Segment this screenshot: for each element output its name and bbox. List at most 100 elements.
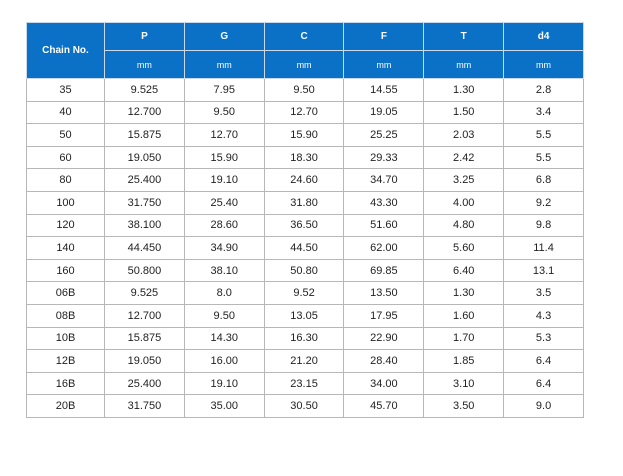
cell-g: 12.70 — [183, 123, 265, 147]
unit-header-g: mm — [183, 50, 265, 79]
cell-chain-no: 10B — [26, 326, 105, 351]
cell-chain-no: 35 — [26, 78, 105, 102]
table-row: 80 25.400 19.10 24.60 34.70 3.25 6.8 — [26, 168, 584, 192]
chain-no-header: Chain No. — [26, 22, 105, 79]
cell-p: 12.700 — [104, 303, 185, 328]
table-body: 35 9.525 7.95 9.50 14.55 1.30 2.8 40 12.700 9.50 1… — [26, 78, 584, 418]
cell-t: 6.40 — [423, 258, 505, 283]
cell-c: 16.30 — [263, 326, 345, 351]
cell-chain-no: 100 — [26, 190, 105, 215]
cell-chain-no: 120 — [26, 213, 105, 238]
cell-d4: 11.4 — [503, 236, 584, 260]
cell-p: 15.875 — [104, 326, 185, 351]
cell-g: 9.50 — [183, 100, 265, 125]
cell-t: 1.30 — [423, 78, 505, 102]
table-row: 16B 25.400 19.10 23.15 34.00 3.10 6.4 — [26, 371, 584, 396]
cell-c: 24.60 — [263, 168, 345, 192]
chain-spec-table: Chain No. P G C F T d4 mm mm mm mm mm mm… — [26, 22, 584, 418]
cell-t: 2.03 — [423, 123, 505, 147]
cell-chain-no: 140 — [26, 236, 105, 260]
cell-d4: 6.8 — [503, 168, 584, 192]
cell-t: 3.50 — [423, 394, 505, 418]
cell-g: 7.95 — [183, 78, 265, 102]
cell-f: 34.00 — [343, 371, 425, 396]
cell-t: 1.30 — [423, 281, 505, 305]
column-header-f: F — [343, 22, 425, 51]
cell-p: 31.750 — [104, 190, 185, 215]
cell-g: 35.00 — [183, 394, 265, 418]
header-row-units: mm mm mm mm mm mm — [27, 50, 584, 79]
cell-p: 38.100 — [104, 213, 185, 238]
cell-f: 29.33 — [343, 145, 425, 170]
cell-d4: 5.3 — [503, 326, 584, 351]
table-row: 06B 9.525 8.0 9.52 13.50 1.30 3.5 — [26, 281, 584, 305]
cell-chain-no: 06B — [26, 281, 105, 305]
cell-f: 25.25 — [343, 123, 425, 147]
cell-f: 13.50 — [343, 281, 425, 305]
cell-d4: 2.8 — [503, 78, 584, 102]
cell-d4: 9.2 — [503, 190, 584, 215]
unit-header-d4: mm — [503, 50, 584, 79]
cell-chain-no: 50 — [26, 123, 105, 147]
cell-p: 12.700 — [104, 100, 185, 125]
cell-d4: 5.5 — [503, 123, 584, 147]
cell-g: 14.30 — [183, 326, 265, 351]
cell-p: 19.050 — [104, 349, 185, 373]
cell-f: 34.70 — [343, 168, 425, 192]
cell-d4: 13.1 — [503, 258, 584, 283]
cell-c: 50.80 — [263, 258, 345, 283]
cell-t: 1.70 — [423, 326, 505, 351]
cell-f: 69.85 — [343, 258, 425, 283]
cell-c: 9.52 — [263, 281, 345, 305]
table-row: 100 31.750 25.40 31.80 43.30 4.00 9.2 — [26, 190, 584, 215]
cell-f: 28.40 — [343, 349, 425, 373]
cell-c: 12.70 — [263, 100, 345, 125]
cell-t: 5.60 — [423, 236, 505, 260]
table-row: 40 12.700 9.50 12.70 19.05 1.50 3.4 — [26, 100, 584, 125]
cell-g: 25.40 — [183, 190, 265, 215]
cell-chain-no: 80 — [26, 168, 105, 192]
cell-chain-no: 160 — [26, 258, 105, 283]
cell-d4: 9.0 — [503, 394, 584, 418]
cell-p: 19.050 — [104, 145, 185, 170]
cell-t: 4.80 — [423, 213, 505, 238]
cell-c: 15.90 — [263, 123, 345, 147]
cell-c: 21.20 — [263, 349, 345, 373]
table-row: 160 50.800 38.10 50.80 69.85 6.40 13.1 — [26, 258, 584, 283]
table-header: Chain No. P G C F T d4 mm mm mm mm mm mm — [26, 22, 584, 79]
table-row: 120 38.100 28.60 36.50 51.60 4.80 9.8 — [26, 213, 584, 238]
cell-t: 1.85 — [423, 349, 505, 373]
cell-t: 1.60 — [423, 303, 505, 328]
unit-header-f: mm — [343, 50, 425, 79]
table-row: 20B 31.750 35.00 30.50 45.70 3.50 9.0 — [26, 394, 584, 418]
cell-c: 13.05 — [263, 303, 345, 328]
column-header-t: T — [423, 22, 505, 51]
cell-p: 15.875 — [104, 123, 185, 147]
column-header-p: P — [104, 22, 185, 51]
cell-f: 43.30 — [343, 190, 425, 215]
column-header-g: G — [183, 22, 265, 51]
cell-p: 25.400 — [104, 371, 185, 396]
cell-g: 19.10 — [183, 168, 265, 192]
cell-d4: 5.5 — [503, 145, 584, 170]
cell-c: 44.50 — [263, 236, 345, 260]
cell-g: 34.90 — [183, 236, 265, 260]
cell-p: 9.525 — [104, 78, 185, 102]
table-row: 12B 19.050 16.00 21.20 28.40 1.85 6.4 — [26, 349, 584, 373]
cell-d4: 4.3 — [503, 303, 584, 328]
cell-p: 9.525 — [104, 281, 185, 305]
cell-chain-no: 20B — [26, 394, 105, 418]
cell-p: 25.400 — [104, 168, 185, 192]
cell-chain-no: 40 — [26, 100, 105, 125]
unit-header-p: mm — [104, 50, 185, 79]
table-row: 60 19.050 15.90 18.30 29.33 2.42 5.5 — [26, 145, 584, 170]
cell-f: 19.05 — [343, 100, 425, 125]
cell-t: 3.25 — [423, 168, 505, 192]
cell-f: 62.00 — [343, 236, 425, 260]
cell-d4: 3.4 — [503, 100, 584, 125]
cell-c: 36.50 — [263, 213, 345, 238]
cell-t: 3.10 — [423, 371, 505, 396]
cell-f: 51.60 — [343, 213, 425, 238]
unit-header-t: mm — [423, 50, 505, 79]
cell-c: 30.50 — [263, 394, 345, 418]
